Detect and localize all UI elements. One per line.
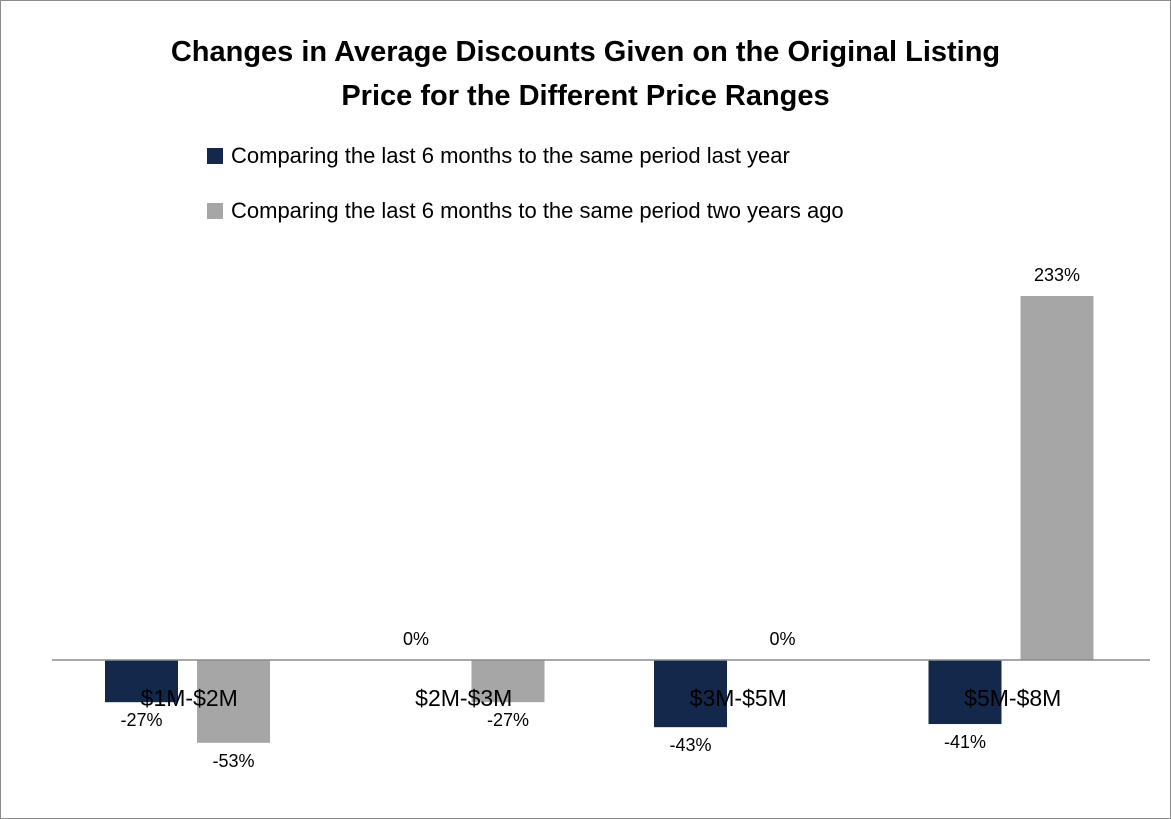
data-label-s1-0: -27% xyxy=(120,710,162,730)
legend-label-last-year: Comparing the last 6 months to the same … xyxy=(231,143,790,168)
legend-item-two-years-ago: Comparing the last 6 months to the same … xyxy=(207,195,844,227)
bar-s1-3 xyxy=(928,660,1002,725)
legend-swatch-two-years-ago xyxy=(207,203,223,219)
legend-item-last-year: Comparing the last 6 months to the same … xyxy=(207,140,844,172)
bar-s1-2 xyxy=(654,660,727,728)
chart-title-line2: Price for the Different Price Ranges xyxy=(341,80,830,112)
data-label-s1-3: -41% xyxy=(944,732,986,752)
data-label-s1-2: -43% xyxy=(669,735,711,755)
data-label-s2-2: 0% xyxy=(769,629,795,649)
legend: Comparing the last 6 months to the same … xyxy=(207,140,844,250)
data-label-s2-0: -53% xyxy=(212,751,254,771)
legend-swatch-last-year xyxy=(207,148,223,164)
data-label-s1-1: 0% xyxy=(403,629,429,649)
bar-s2-0 xyxy=(197,660,270,743)
chart-title-line1: Changes in Average Discounts Given on th… xyxy=(170,36,1001,68)
bar-s1-0 xyxy=(105,660,178,703)
data-label-s2-1: -27% xyxy=(487,710,529,730)
category-label-2: $3M-$5M xyxy=(690,685,787,711)
legend-label-two-years-ago: Comparing the last 6 months to the same … xyxy=(231,198,844,223)
data-label-s2-3: 233% xyxy=(1034,265,1080,285)
chart-title: Changes in Average Discounts Given on th… xyxy=(0,30,1171,118)
bar-s2-3 xyxy=(1020,296,1094,660)
bar-s2-1 xyxy=(471,660,545,703)
category-label-3: $5M-$8M xyxy=(964,685,1061,711)
category-label-1: $2M-$3M xyxy=(415,685,512,711)
category-label-0: $1M-$2M xyxy=(141,685,238,711)
